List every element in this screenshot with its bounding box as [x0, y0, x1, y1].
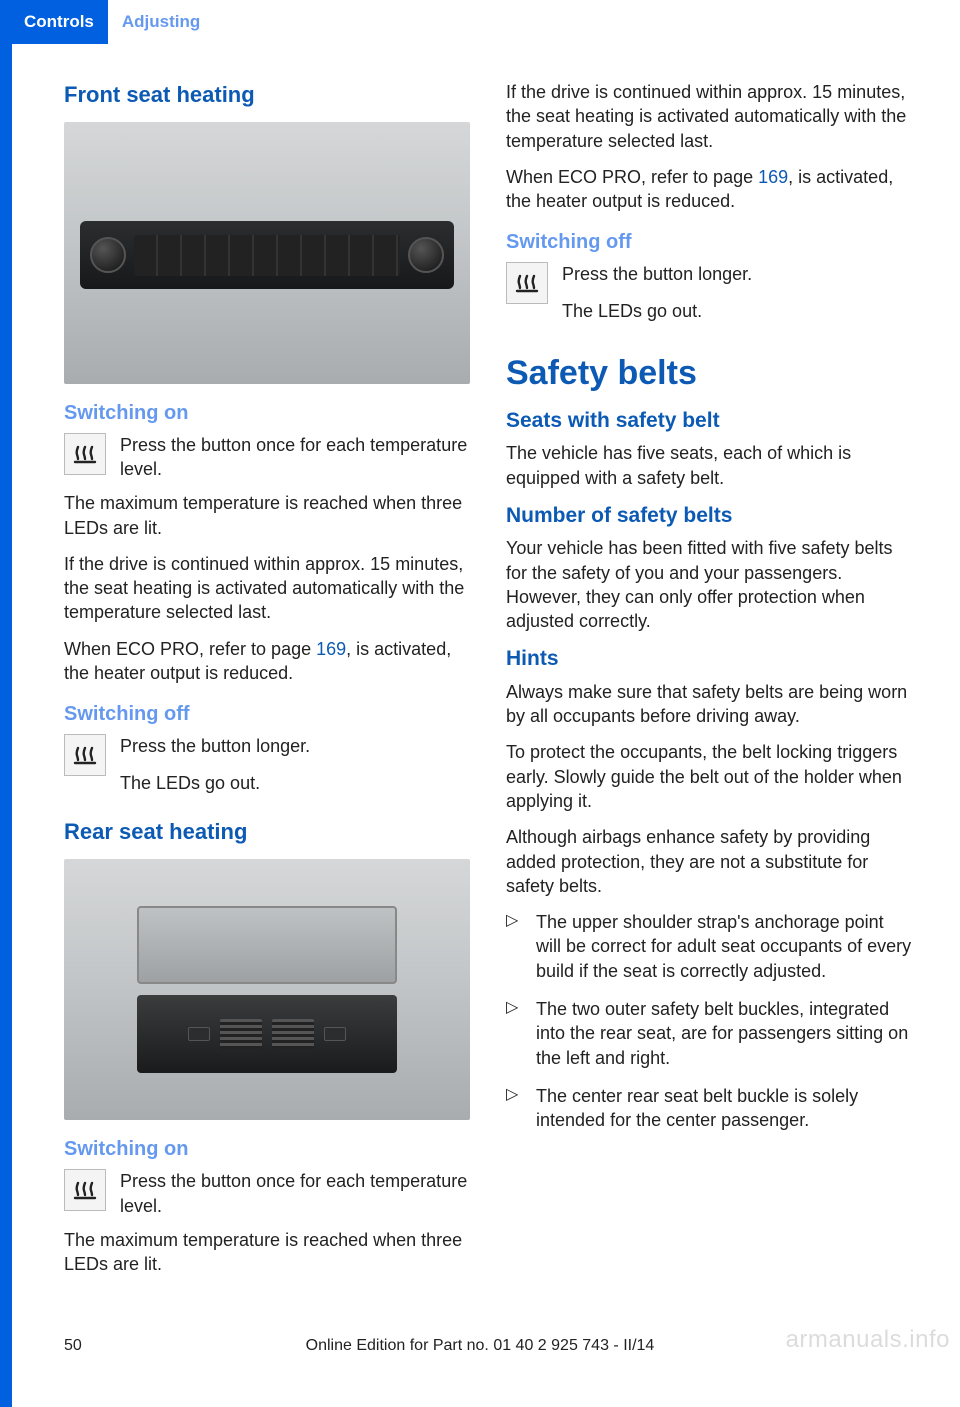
page-ref-169-rear[interactable]: 169	[758, 167, 788, 187]
icon-text-rear-on: Press the button once for each tem­perat…	[120, 1169, 470, 1218]
left-blue-tab	[0, 0, 12, 1407]
seat-heating-icon	[64, 734, 106, 776]
heading-safety-belts: Safety belts	[506, 351, 912, 397]
footer: 50 Online Edition for Part no. 01 40 2 9…	[0, 1317, 960, 1357]
watermark: armanuals.info	[786, 1324, 950, 1356]
rear-heating-button-left	[188, 1027, 210, 1041]
photo-rear-seat-heating	[64, 859, 470, 1121]
para-hints-1: Always make sure that safety belts are b…	[506, 680, 912, 729]
heading-switching-on-front: Switching on	[64, 400, 470, 427]
rear-vent-left	[220, 1019, 262, 1049]
para-hints-3: Although airbags enhance safety by provi…	[506, 825, 912, 898]
para-eco-pro-front: When ECO PRO, refer to page 169, is acti…	[64, 637, 470, 686]
climate-control-panel	[80, 221, 454, 289]
list-item: The two outer safety belt buckles, integ…	[506, 997, 912, 1070]
para-eco-pro-rear: When ECO PRO, refer to page 169, is acti…	[506, 165, 912, 214]
page-ref-169-front[interactable]: 169	[316, 639, 346, 659]
icon-text-front-off-a: Press the button longer.	[120, 734, 470, 758]
content-columns: Front seat heating Switching on Press th…	[0, 44, 960, 1277]
seat-heating-icon	[64, 433, 106, 475]
heading-rear-seat-heating: Rear seat heating	[64, 817, 470, 847]
header-tab-controls: Controls	[0, 0, 108, 44]
icon-text-front-off-b: The LEDs go out.	[120, 771, 470, 795]
header-bar: Controls Adjusting	[0, 0, 960, 44]
para-max-temp-rear: The maximum temperature is reached when …	[64, 1228, 470, 1277]
left-knob	[90, 237, 126, 273]
para-number: Your vehicle has been fitted with five s…	[506, 536, 912, 633]
rear-heating-button-right	[324, 1027, 346, 1041]
rear-vent-panel	[137, 995, 397, 1074]
rear-vent-right	[272, 1019, 314, 1049]
icon-row-front-on: Press the button once for each tem­perat…	[64, 433, 470, 482]
para-drive-continued-front: If the drive is continued within approx.…	[64, 552, 470, 625]
para-max-temp-front: The maximum temperature is reached when …	[64, 491, 470, 540]
icon-text-front-off: Press the button longer. The LEDs go out…	[120, 734, 470, 795]
list-item: The upper shoulder strap's anchorage poi…	[506, 910, 912, 983]
para-seats-with: The vehicle has five seats, each of whic…	[506, 441, 912, 490]
icon-text-rear-off-b: The LEDs go out.	[562, 299, 912, 323]
heading-front-seat-heating: Front seat heating	[64, 80, 470, 110]
seat-heating-icon	[64, 1169, 106, 1211]
left-column: Front seat heating Switching on Press th…	[64, 80, 470, 1277]
icon-row-front-off: Press the button longer. The LEDs go out…	[64, 734, 470, 795]
seat-heating-icon	[506, 262, 548, 304]
heading-switching-off-front: Switching off	[64, 701, 470, 728]
eco-pre-rear: When ECO PRO, refer to page	[506, 167, 758, 187]
icon-row-rear-on: Press the button once for each tem­perat…	[64, 1169, 470, 1218]
right-column: If the drive is continued within approx.…	[506, 80, 912, 1277]
photo-front-seat-heating	[64, 122, 470, 384]
heading-switching-off-rear: Switching off	[506, 229, 912, 256]
heading-number-of-safety-belts: Number of safety belts	[506, 502, 912, 530]
eco-pre-front: When ECO PRO, refer to page	[64, 639, 316, 659]
icon-text-rear-off: Press the button longer. The LEDs go out…	[562, 262, 912, 323]
para-hints-2: To protect the occupants, the belt locki…	[506, 740, 912, 813]
hints-list: The upper shoulder strap's anchorage poi…	[506, 910, 912, 1132]
right-knob	[408, 237, 444, 273]
page: Controls Adjusting Front seat heating Sw…	[0, 0, 960, 1407]
icon-text-rear-off-a: Press the button longer.	[562, 262, 912, 286]
para-drive-continued-rear: If the drive is continued within approx.…	[506, 80, 912, 153]
list-item: The center rear seat belt buckle is sole…	[506, 1084, 912, 1133]
center-buttons	[134, 235, 400, 276]
heading-hints: Hints	[506, 645, 912, 673]
rear-tray	[137, 906, 397, 985]
heading-switching-on-rear: Switching on	[64, 1136, 470, 1163]
icon-text-front-on: Press the button once for each tem­perat…	[120, 433, 470, 482]
heading-seats-with-safety-belt: Seats with safety belt	[506, 407, 912, 435]
icon-row-rear-off: Press the button longer. The LEDs go out…	[506, 262, 912, 323]
header-tab-adjusting: Adjusting	[108, 0, 214, 44]
